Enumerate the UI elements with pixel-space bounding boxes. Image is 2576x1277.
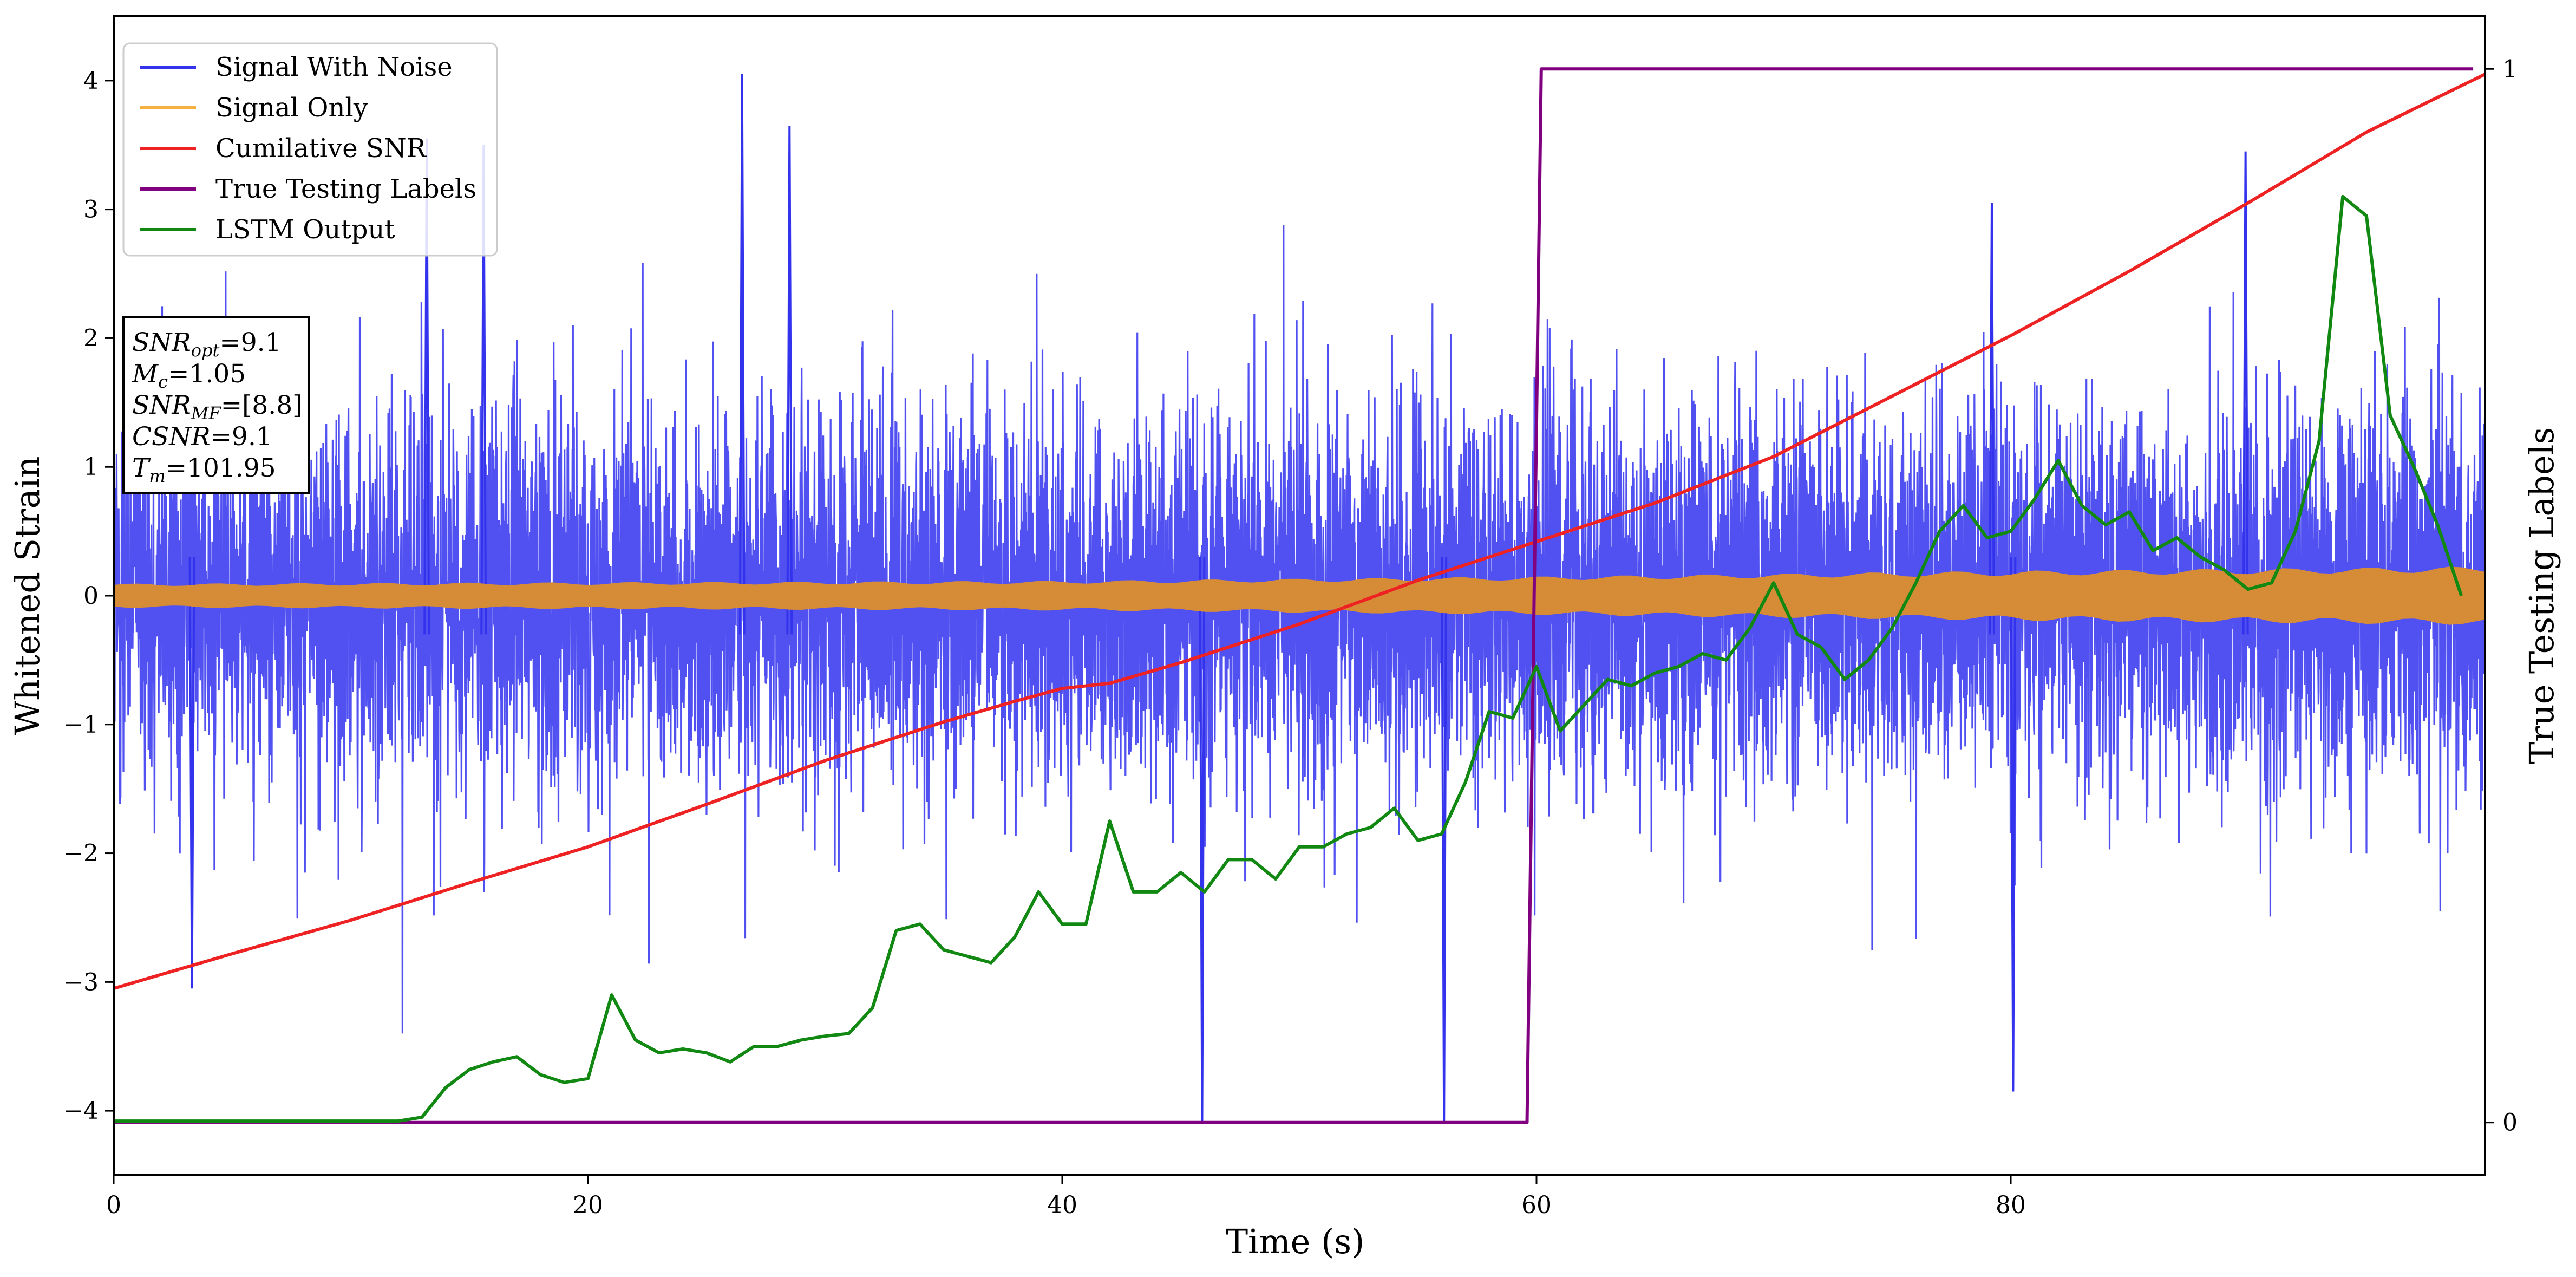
y-tick-label: 4 xyxy=(83,67,99,95)
annotation-line-4: Tm=101.95 xyxy=(132,453,276,486)
noise-peak-9 xyxy=(2242,151,2249,635)
x-axis-title: Time (s) xyxy=(1226,1222,1365,1261)
y-tick-label: −1 xyxy=(63,711,99,739)
noise-peak-8 xyxy=(2010,557,2017,1092)
line-layer xyxy=(113,67,2486,1124)
annotation-box: SNRopt=9.1Mc=1.05SNRMF=[8.8]CSNR=9.1Tm=1… xyxy=(122,316,310,494)
y-tick-label: 3 xyxy=(83,196,99,224)
y-tick-label: 2 xyxy=(83,324,99,352)
y-tick-label: −4 xyxy=(63,1097,99,1125)
noise-peak-7 xyxy=(1988,203,1995,635)
series-true-testing-labels xyxy=(114,67,2474,1124)
y2-axis-title: True Testing Labels xyxy=(2522,427,2561,765)
y-tick-label: 0 xyxy=(83,582,99,610)
x-tick-label: 20 xyxy=(573,1191,603,1219)
legend-label-0: Signal With Noise xyxy=(215,52,453,82)
legend-label-2: Cumilative SNR xyxy=(215,133,427,164)
annotation-frame xyxy=(122,316,310,494)
legend-label-4: LSTM Output xyxy=(215,214,395,245)
y-tick-label: −2 xyxy=(63,840,99,868)
annotation-line-3: CSNR=9.1 xyxy=(132,422,272,452)
x-tick-label: 0 xyxy=(106,1191,121,1219)
y-tick-label: −3 xyxy=(63,968,99,996)
series-signal-with-noise xyxy=(113,225,2486,1034)
legend-box xyxy=(122,42,498,257)
x-tick-label: 80 xyxy=(1996,1191,2026,1219)
noise-peak-0 xyxy=(188,557,195,989)
series-lstm-output xyxy=(114,194,2463,1123)
annotation-line-0: SNRopt=9.1 xyxy=(132,328,281,361)
annotation-line-1: Mc=1.05 xyxy=(132,359,246,392)
legend: Signal With Noise Signal Only Cumilative S… xyxy=(122,42,498,257)
noise-peak-4 xyxy=(786,126,793,635)
y2-tick-label: 1 xyxy=(2502,55,2518,83)
legend-label-1: Signal Only xyxy=(215,93,368,123)
noise-peak-3 xyxy=(738,74,746,635)
legend-label-3: True Testing Labels xyxy=(215,174,476,204)
annotation-line-2: SNRMF=[8.8] xyxy=(132,390,303,424)
y2-tick-label: 0 xyxy=(2502,1109,2518,1137)
series-cumilative-snr xyxy=(113,73,2486,991)
x-tick-label: 40 xyxy=(1047,1191,1077,1219)
x-tick-label: 60 xyxy=(1521,1191,1552,1219)
y-tick-label: 1 xyxy=(83,453,99,481)
y-axis-title: Whitened Strain xyxy=(8,457,47,735)
